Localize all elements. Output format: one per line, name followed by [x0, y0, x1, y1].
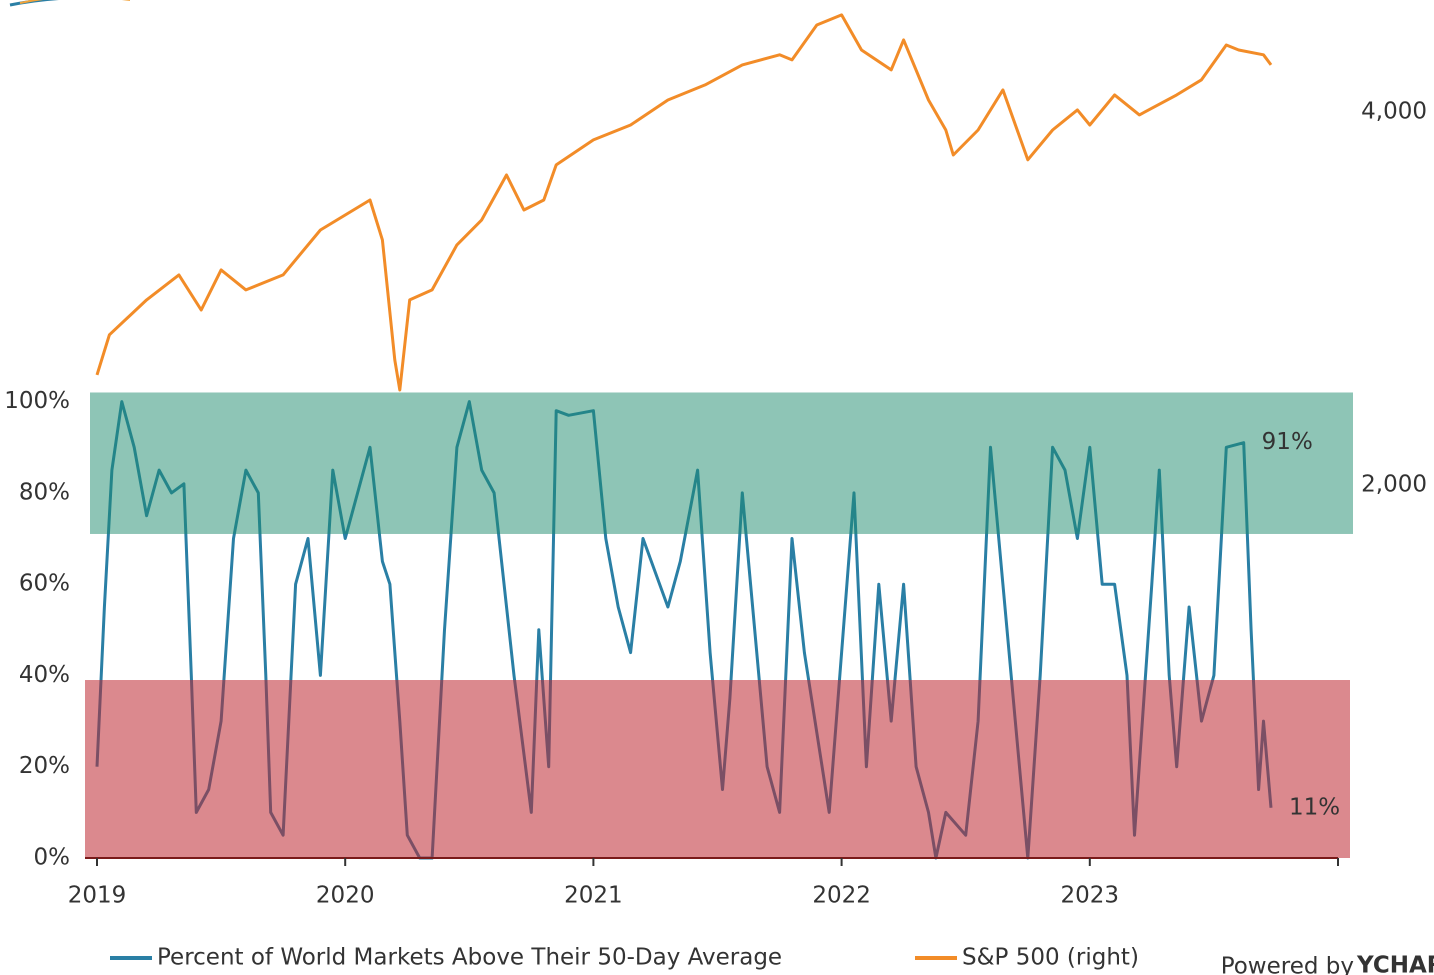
- band: [85, 680, 1350, 858]
- logo-arc: [19, 0, 130, 4]
- legend-label: S&P 500 (right): [962, 945, 1139, 971]
- x-tick-label: 2019: [68, 883, 127, 909]
- annotation: 11%: [1289, 794, 1340, 820]
- legend-label: Percent of World Markets Above Their 50-…: [157, 945, 782, 971]
- y-tick-label: 40%: [19, 662, 70, 688]
- annotation: 91%: [1262, 429, 1313, 455]
- x-tick-label: 2022: [812, 883, 871, 909]
- y2-tick-label: 2,000: [1361, 471, 1427, 497]
- y-tick-label: 100%: [4, 388, 70, 414]
- y2-tick-label: 4,000: [1361, 98, 1427, 124]
- brand-prefix: Powered by: [1221, 954, 1354, 975]
- y-tick-label: 0%: [34, 845, 71, 871]
- brand-name: YCHAR: [1356, 953, 1434, 975]
- x-tick-label: 2021: [564, 883, 623, 909]
- band: [90, 392, 1353, 534]
- y-tick-label: 80%: [19, 479, 70, 505]
- x-tick-label: 2023: [1061, 883, 1120, 909]
- x-tick-label: 2020: [316, 883, 375, 909]
- series-line: [95, 13, 1273, 392]
- y-tick-label: 60%: [19, 571, 70, 597]
- y-tick-label: 20%: [19, 753, 70, 779]
